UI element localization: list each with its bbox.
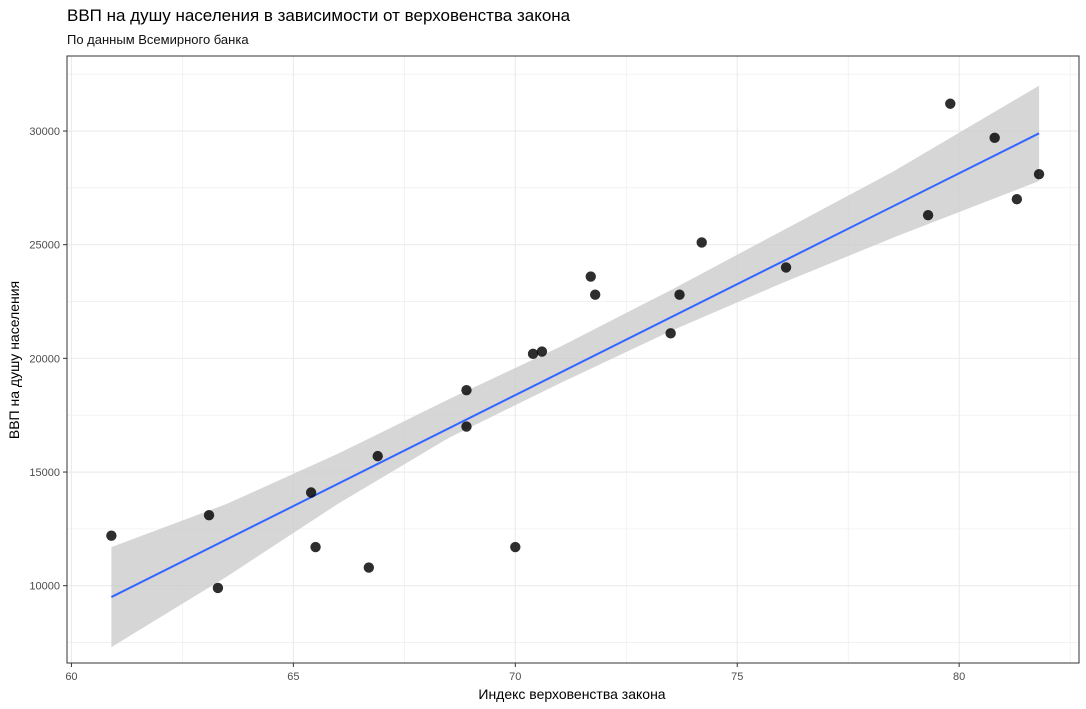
- data-point: [203, 510, 215, 521]
- y-tick-label: 30000: [29, 126, 60, 138]
- y-tick-label: 15000: [29, 467, 60, 479]
- chart-subtitle: По данным Всемирного банка: [67, 32, 249, 47]
- data-point: [106, 530, 117, 541]
- data-point: [461, 384, 472, 396]
- confidence-band: [111, 85, 1040, 648]
- data-point: [696, 237, 707, 248]
- x-tick-label: 70: [509, 671, 521, 683]
- data-point: [305, 487, 317, 498]
- y-tick-label: 20000: [29, 353, 60, 365]
- data-point: [674, 289, 685, 300]
- y-tick-label: 25000: [29, 240, 60, 252]
- trend-line-layer: [110, 132, 1040, 598]
- data-point: [780, 262, 792, 273]
- data-points: [106, 98, 1045, 594]
- data-point: [212, 582, 224, 594]
- data-point: [585, 271, 596, 282]
- y-tick-label: 10000: [29, 581, 60, 593]
- data-point: [536, 346, 548, 357]
- x-tick-label: 65: [287, 671, 299, 683]
- data-point: [1033, 169, 1045, 180]
- data-point: [510, 541, 521, 553]
- chart-title: ВВП на душу населения в зависимости от в…: [67, 6, 571, 25]
- data-point: [665, 328, 676, 339]
- data-point: [922, 209, 934, 221]
- panel-border: [66, 55, 1080, 664]
- x-tick-label: 75: [731, 671, 743, 683]
- data-point: [989, 132, 1000, 144]
- data-point: [310, 541, 321, 553]
- x-axis-label: Индекс верховенства закона: [478, 686, 665, 702]
- y-axis-label: ВВП на душу населения: [6, 281, 22, 439]
- data-point: [589, 289, 601, 300]
- data-point: [461, 421, 472, 432]
- data-point: [363, 562, 375, 573]
- axes: 60 65 70 75 80 10000 15000 20000 25000 30000: [29, 55, 1080, 683]
- data-point: [372, 450, 383, 462]
- x-tick-label: 80: [953, 671, 965, 683]
- data-point: [945, 98, 956, 109]
- x-tick-label: 60: [65, 671, 77, 683]
- data-point: [1011, 194, 1023, 205]
- trend-line: [110, 132, 1040, 598]
- confidence-band-layer: [111, 85, 1040, 648]
- data-point: [527, 348, 539, 360]
